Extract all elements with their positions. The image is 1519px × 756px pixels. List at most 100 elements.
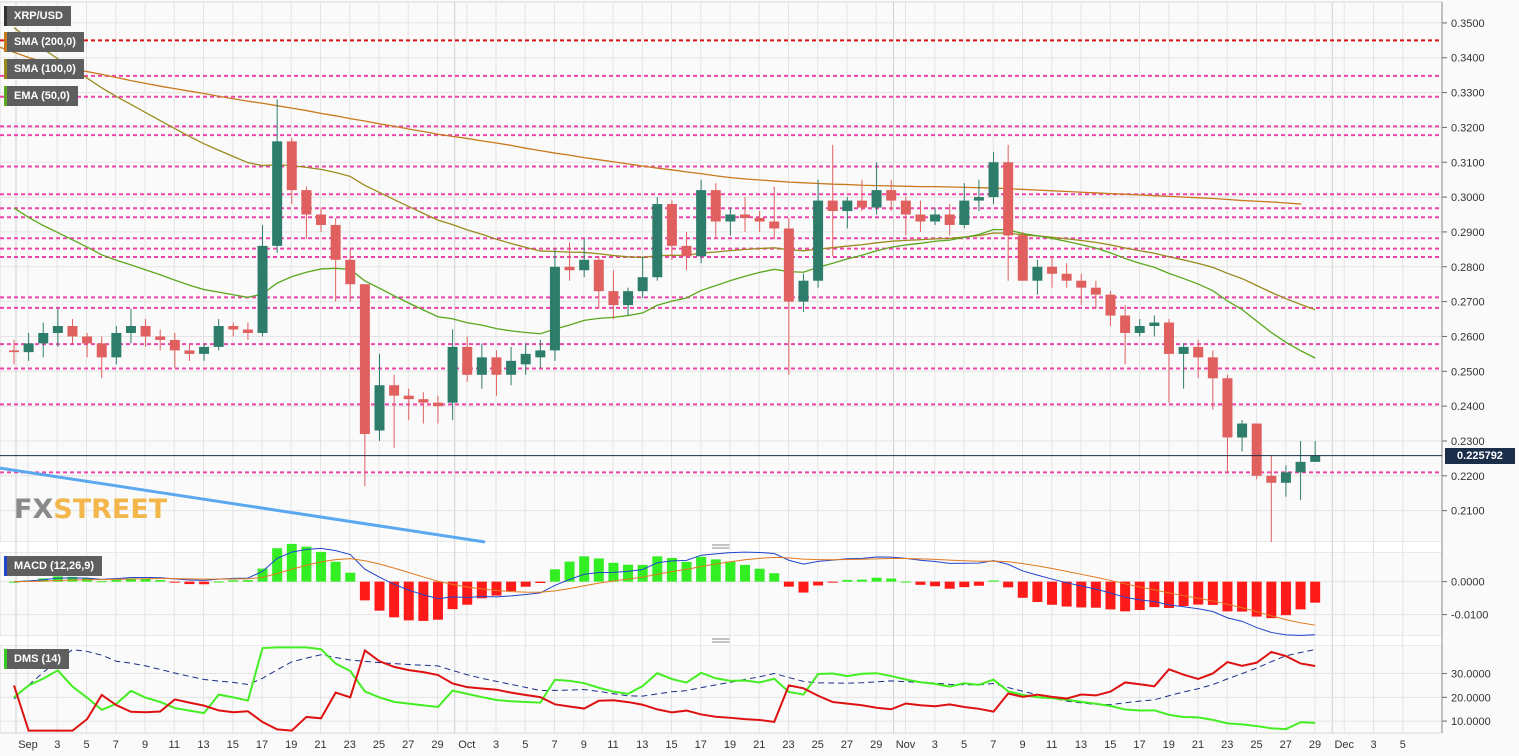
x-tick-label: 11 (169, 739, 180, 751)
x-tick-label: 7 (990, 739, 996, 751)
macd-histogram-bar (345, 573, 355, 582)
sma200-label: SMA (200,0) (14, 36, 76, 48)
macd-histogram-bar (550, 569, 560, 581)
candle-body (608, 291, 618, 305)
dms-tick-label: 20.0000 (1451, 692, 1491, 704)
candle-body (24, 343, 34, 352)
candle-body (901, 201, 911, 215)
candle-body (1149, 323, 1159, 326)
dms-tag[interactable]: DMS (14) (4, 649, 69, 669)
candle-body (550, 267, 560, 351)
y-tick-label: 0.2700 (1451, 297, 1485, 309)
x-tick-label: 29 (870, 739, 882, 751)
candle-body (1164, 323, 1174, 354)
dms-tick-label: 30.0000 (1451, 669, 1491, 681)
candle-body (1222, 378, 1232, 437)
macd-histogram-bar (1310, 582, 1320, 603)
candle-body (945, 215, 955, 225)
x-tick-label: 11 (607, 739, 618, 751)
candle-body (82, 336, 92, 343)
x-tick-label: 15 (665, 739, 677, 751)
candle-body (989, 162, 999, 197)
fxstreet-logo: FXSTREET (14, 494, 167, 525)
candle-body (565, 267, 575, 270)
x-tick-label: 3 (932, 739, 938, 751)
y-tick-label: 0.3000 (1451, 192, 1485, 204)
splitter-1 (0, 542, 1442, 552)
candle-body (389, 385, 399, 395)
current-price-tag: 0.225792 (1445, 448, 1515, 464)
candle-body (711, 190, 721, 221)
candle-body (1003, 162, 1013, 235)
symbol-tag-bar (4, 6, 7, 26)
candle-body (506, 361, 516, 375)
macd-histogram-bar (258, 569, 268, 582)
macd-tag[interactable]: MACD (12,26,9) (4, 556, 102, 576)
candle-body (126, 326, 136, 333)
current-price-value: 0.225792 (1457, 450, 1503, 462)
x-tick-label: 25 (1250, 739, 1262, 751)
x-tick-label: 23 (782, 739, 794, 751)
macd-histogram-bar (755, 569, 765, 582)
macd-histogram-bar (652, 556, 662, 581)
x-tick-label: Oct (458, 739, 475, 751)
symbol-tag[interactable]: XRP/USD (4, 6, 71, 26)
candle-body (1032, 267, 1042, 281)
candle-body (638, 277, 648, 291)
candle-body (623, 291, 633, 305)
candle-body (1310, 456, 1320, 462)
macd-tick-label: 0.0000 (1451, 577, 1485, 589)
x-tick-label: 29 (1309, 739, 1321, 751)
macd-tag-bar (4, 556, 7, 576)
x-tick-label: 21 (753, 739, 765, 751)
dms-tick-label: 10.0000 (1451, 716, 1491, 728)
candle-body (258, 246, 268, 333)
macd-histogram-bar (784, 582, 794, 587)
macd-tick-label: -0.0100 (1451, 610, 1488, 622)
ema50-tag[interactable]: EMA (50,0) (4, 86, 78, 106)
x-tick-label: Sep (18, 739, 38, 751)
macd-histogram-bar (813, 582, 823, 586)
candle-body (1047, 267, 1057, 274)
candle-body (740, 215, 750, 218)
macd-label: MACD (12,26,9) (14, 560, 94, 572)
candle-body (1296, 462, 1306, 472)
x-tick-label: 27 (402, 739, 414, 751)
sma100-label: SMA (100,0) (14, 63, 76, 75)
macd-histogram-bar (696, 557, 706, 582)
macd-histogram-bar (243, 580, 253, 582)
candle-body (652, 204, 662, 277)
candle-body (682, 246, 692, 256)
candle-body (301, 190, 311, 214)
x-tick-label: 3 (493, 739, 499, 751)
candle-body (418, 399, 428, 402)
macd-histogram-bar (1062, 582, 1072, 607)
candle-body (141, 326, 151, 336)
x-tick-label: 3 (1370, 739, 1376, 751)
candle-body (857, 201, 867, 208)
y-tick-label: 0.2500 (1451, 366, 1485, 378)
candle-body (1018, 235, 1028, 280)
candle-body (1076, 281, 1086, 288)
candle-body (725, 215, 735, 222)
candle-body (798, 281, 808, 302)
candle-body (184, 350, 194, 353)
sma100-tag[interactable]: SMA (100,0) (4, 59, 84, 79)
candle-body (67, 326, 77, 336)
candle-body (813, 201, 823, 281)
candle-body (360, 284, 370, 434)
candle-body (243, 329, 253, 332)
x-tick-label: 7 (551, 739, 557, 751)
candle-body (462, 347, 472, 375)
sma200-tag[interactable]: SMA (200,0) (4, 32, 84, 52)
y-tick-label: 0.2200 (1451, 471, 1485, 483)
x-tick-label: 7 (113, 739, 119, 751)
macd-histogram-bar (521, 582, 531, 587)
macd-histogram-bar (901, 582, 911, 583)
x-tick-label: 23 (344, 739, 356, 751)
macd-histogram-bar (448, 582, 458, 610)
candle-body (97, 343, 107, 357)
macd-histogram-bar (491, 582, 501, 596)
